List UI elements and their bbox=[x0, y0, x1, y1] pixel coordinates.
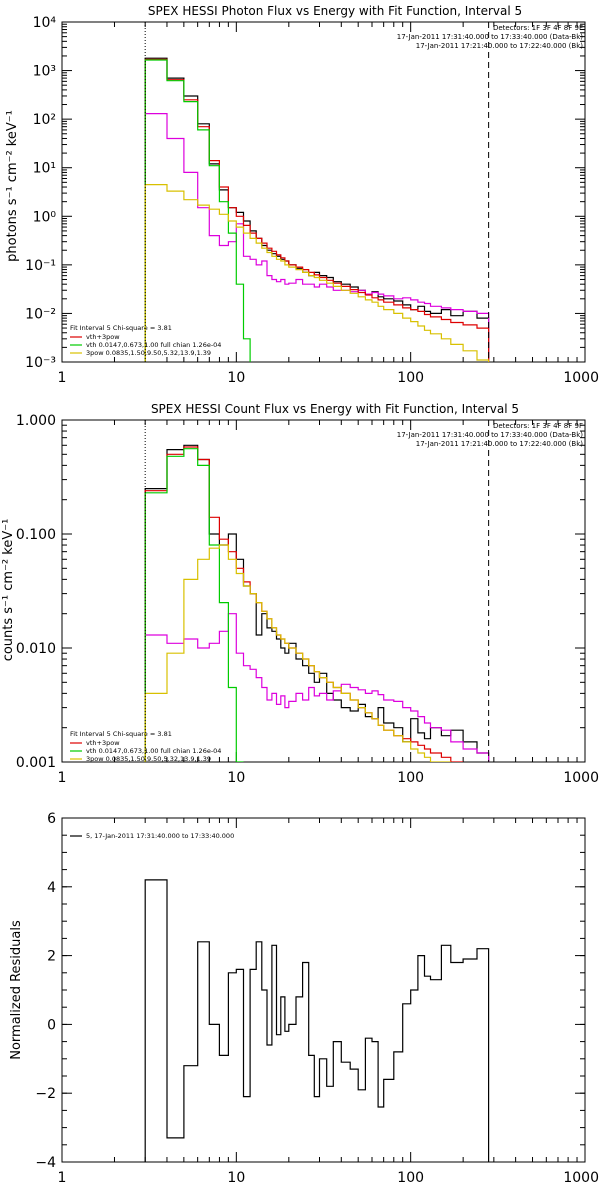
y-tick-label: 0.001 bbox=[16, 755, 56, 771]
x-tick-label: 1000 bbox=[563, 770, 599, 786]
x-tick-label: 1 bbox=[58, 370, 67, 386]
plot-frame bbox=[61, 21, 586, 363]
series-background bbox=[144, 113, 490, 362]
y-tick-label: 10⁰ bbox=[33, 209, 57, 225]
y-tick-label: 0 bbox=[47, 1017, 56, 1033]
legend-label: 3pow 0.0835,1.50,9.50,5.32,13.9,1.39 bbox=[86, 349, 211, 357]
y-tick-label: 0.010 bbox=[16, 641, 56, 657]
count-flux-ylabel: counts s⁻¹ cm⁻² keV⁻¹ bbox=[1, 519, 16, 662]
photon-flux-ylabel: photons s⁻¹ cm⁻² keV⁻¹ bbox=[5, 110, 20, 262]
series-fit-total bbox=[144, 446, 464, 762]
residuals-panel: Normalized Residuals 1 10 100 1000 −4 −2 0 2 4 6 5… bbox=[9, 811, 599, 1186]
photon-data-interval-label: 17-Jan-2011 17:31:40.000 to 17:33:40.000… bbox=[397, 33, 584, 41]
plot-frame bbox=[61, 817, 586, 1163]
x-tick-label: 1 bbox=[58, 1170, 67, 1186]
x-tick-label: 1000 bbox=[563, 370, 599, 386]
x-tick-label: 100 bbox=[397, 1170, 424, 1186]
count-detectors-label: Detectors: 1F 3F 4F 8F 9F bbox=[493, 422, 583, 430]
count-flux-panel: SPEX HESSI Count Flux vs Energy with Fit… bbox=[1, 402, 599, 786]
y-tick-label: 1.000 bbox=[16, 413, 56, 429]
residuals-ylabel: Normalized Residuals bbox=[9, 920, 24, 1060]
series-vth bbox=[144, 59, 251, 362]
photon-detectors-label: Detectors: 1F 3F 4F 8F 9F bbox=[493, 24, 583, 32]
legend-label: vth 0.0147,0.673,1.00 full chian 1.26e-0… bbox=[86, 747, 221, 755]
series-residuals bbox=[144, 879, 490, 1162]
y-tick-label: 10⁻² bbox=[25, 306, 56, 322]
x-tick-label: 10 bbox=[227, 370, 245, 386]
x-tick-label: 100 bbox=[397, 370, 424, 386]
y-tick-label: 6 bbox=[47, 811, 56, 827]
series-vth bbox=[144, 448, 244, 762]
x-tick-label: 1 bbox=[58, 770, 67, 786]
series-3pow bbox=[144, 544, 451, 762]
y-tick-label: 4 bbox=[47, 880, 56, 896]
photon-flux-panel: SPEX HESSI Photon Flux vs Energy with Fi… bbox=[5, 4, 599, 386]
count-data-interval-label: 17-Jan-2011 17:31:40.000 to 17:33:40.000… bbox=[397, 431, 584, 439]
y-tick-label: 0.100 bbox=[16, 527, 56, 543]
photon-flux-title: SPEX HESSI Photon Flux vs Energy with Fi… bbox=[148, 4, 522, 18]
series-3pow bbox=[144, 184, 490, 362]
series-fit-total bbox=[144, 58, 490, 362]
legend-label: 5, 17-Jan-2011 17:31:40.000 to 17:33:40.… bbox=[86, 832, 234, 840]
plot-frame bbox=[61, 419, 586, 763]
count-fit-header: Fit Interval 5 Chi-square = 3.81 bbox=[70, 730, 172, 738]
y-tick-label: 10³ bbox=[33, 64, 56, 80]
series-background bbox=[144, 613, 490, 762]
y-tick-label: 2 bbox=[47, 949, 56, 965]
legend-label: vth+3pow bbox=[86, 739, 120, 747]
y-tick-label: −2 bbox=[35, 1086, 56, 1102]
x-tick-label: 10 bbox=[227, 770, 245, 786]
count-flux-title: SPEX HESSI Count Flux vs Energy with Fit… bbox=[151, 402, 519, 416]
legend-label: vth 0.0147,0.673,1.00 full chian 1.26e-0… bbox=[86, 341, 221, 349]
y-tick-label: −4 bbox=[35, 1155, 56, 1171]
y-tick-label: 10⁻³ bbox=[25, 355, 56, 371]
photon-fit-header: Fit Interval 5 Chi-square = 3.81 bbox=[70, 324, 172, 332]
x-tick-label: 100 bbox=[397, 770, 424, 786]
y-tick-label: 10¹ bbox=[33, 161, 56, 177]
x-tick-label: 1000 bbox=[563, 1170, 599, 1186]
y-tick-label: 10² bbox=[33, 112, 56, 128]
y-tick-label: 10⁴ bbox=[33, 15, 57, 31]
x-tick-label: 10 bbox=[227, 1170, 245, 1186]
legend-label: vth+3pow bbox=[86, 333, 120, 341]
series-data bbox=[144, 444, 490, 762]
photon-bk-interval-label: 17-Jan-2011 17:21:40.000 to 17:22:40.000… bbox=[416, 42, 584, 50]
count-bk-interval-label: 17-Jan-2011 17:21:40.000 to 17:22:40.000… bbox=[416, 440, 584, 448]
y-tick-label: 10⁻¹ bbox=[25, 258, 56, 274]
legend-label: 3pow 0.0835,1.50,9.50,5.32,13.9,1.39 bbox=[86, 755, 211, 763]
